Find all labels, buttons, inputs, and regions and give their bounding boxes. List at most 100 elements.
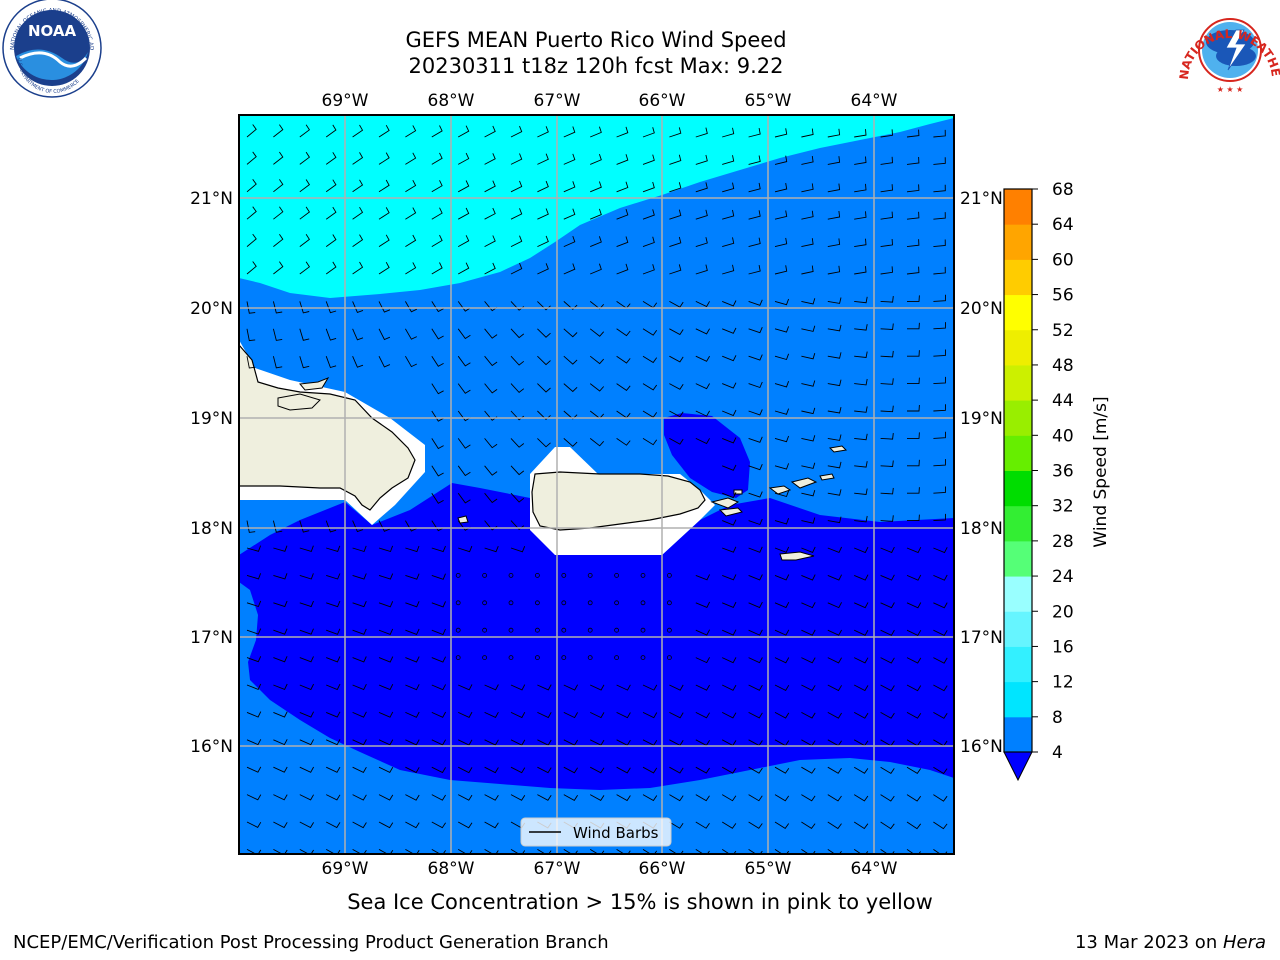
wind-barb: [405, 656, 420, 663]
wind-barb: [854, 266, 867, 275]
wind-barb: [431, 328, 444, 340]
wind-barb: [642, 794, 658, 802]
wind-barb: [273, 683, 288, 690]
wind-barb: [616, 711, 631, 719]
wind-barb: [722, 155, 735, 165]
wind-barb: [510, 546, 526, 553]
wind-barb: [774, 684, 790, 691]
wind-barb: [880, 794, 895, 802]
wind-barb: [431, 410, 444, 422]
wind-barb: [457, 125, 470, 138]
wind-barb: [880, 296, 894, 303]
colorbar-tick-label: 36: [1052, 462, 1074, 482]
wind-barb: [774, 821, 790, 830]
wind-barb: [880, 602, 895, 609]
wind-barb: [510, 262, 523, 275]
wind-barb: [907, 295, 920, 302]
wind-barb: [457, 465, 471, 477]
wind-barb: [748, 684, 763, 691]
colorbar-segment: [1004, 576, 1032, 612]
wind-barb: [537, 766, 552, 774]
wind-barb: [642, 181, 655, 193]
wind-barb: [326, 683, 341, 691]
wind-barb: [854, 602, 869, 609]
wind-barb: [748, 794, 763, 802]
wind-barb: [273, 261, 284, 275]
wind-barb: [748, 766, 763, 774]
wind-barb: [616, 794, 631, 802]
wind-barb: [484, 207, 496, 220]
wind-barb: [246, 656, 262, 663]
wind-barb: [326, 711, 341, 718]
wind-barb: [299, 545, 314, 552]
wind-barb: [273, 821, 288, 829]
noaa-logo: NOAA NATIONAL OCEANIC AND ATMOSPHERIC AD…: [0, 0, 102, 98]
wind-barb: [431, 711, 446, 718]
wind-barb: [854, 657, 869, 664]
wind-barb: [933, 129, 946, 138]
wind-barb: [246, 628, 262, 635]
wind-barb: [801, 352, 816, 360]
wind-barb: [535, 627, 540, 633]
wind-barb: [537, 263, 549, 275]
wind-barb: [246, 124, 257, 138]
wind-barb: [326, 600, 341, 608]
y-tick-left: 16°N: [190, 737, 233, 757]
wind-barb: [457, 355, 471, 367]
chart-title: GEFS MEAN Puerto Rico Wind Speed: [405, 28, 787, 52]
wind-barb: [774, 128, 788, 138]
wind-barb: [695, 209, 708, 220]
wind-barb: [510, 180, 523, 193]
wind-barb: [880, 323, 894, 330]
wind-barb: [299, 628, 314, 635]
wind-barb: [640, 573, 646, 578]
colorbar-tick-label: 60: [1052, 250, 1074, 270]
wind-barb: [640, 600, 646, 606]
wind-barb: [405, 234, 417, 247]
wind-barb: [669, 821, 684, 829]
colorbar-tick-label: 44: [1052, 391, 1074, 411]
wind-barb: [722, 237, 735, 248]
wind-barb: [906, 546, 922, 554]
wind-barb: [642, 154, 655, 165]
wind-barb: [695, 383, 710, 390]
wind-barb: [482, 573, 488, 578]
wind-barb: [801, 517, 816, 524]
x-tick-top: 67°W: [534, 91, 581, 111]
wind-barb: [854, 433, 868, 441]
wind-barb: [272, 328, 283, 341]
chart-subtitle: 20230311 t18z 120h fcst Max: 9.22: [408, 54, 784, 78]
wind-barb: [827, 684, 842, 692]
wind-barb: [642, 684, 658, 691]
wind-barb: [587, 600, 593, 606]
y-tick-right: 21°N: [960, 189, 1003, 209]
wind-barb: [801, 794, 816, 802]
wind-barb: [854, 546, 869, 554]
wind-barb: [722, 300, 737, 307]
wind-barb: [378, 124, 390, 138]
wind-barb: [827, 461, 842, 469]
wind-barb: [482, 600, 488, 606]
x-tick-bottom: 65°W: [745, 859, 792, 879]
wind-barb: [933, 239, 946, 248]
wind-barb: [378, 261, 390, 275]
wind-barb: [906, 574, 922, 581]
wind-barb: [774, 546, 790, 553]
wind-barb: [352, 124, 364, 138]
colorbar-tick-label: 20: [1052, 602, 1074, 622]
colorbar-tick-label: 24: [1052, 567, 1074, 587]
wind-barb: [669, 383, 684, 390]
wind-barb: [590, 711, 605, 719]
wind-barb: [589, 438, 605, 447]
wind-barb: [801, 849, 816, 854]
wind-barb: [774, 298, 790, 306]
wind-barb: [854, 461, 868, 468]
wind-barb: [484, 739, 499, 746]
wind-barb: [616, 438, 631, 446]
wind-barb: [431, 849, 446, 854]
wind-barb: [695, 629, 710, 636]
wind-barb: [616, 208, 629, 220]
gridlines: [239, 115, 954, 854]
wind-barb: [854, 238, 867, 248]
wind-barb: [431, 601, 446, 608]
